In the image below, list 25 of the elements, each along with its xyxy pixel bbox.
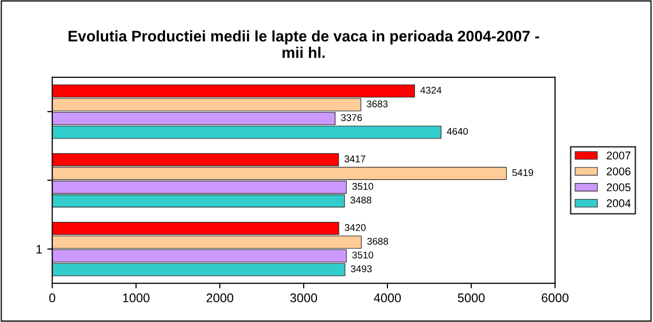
chart-title: Evolutia Productiei medii le lapte de vaca in perioada 2004-2007 - mii hl. xyxy=(68,30,540,58)
legend-label: 2006 xyxy=(606,167,630,176)
x-tick-label: 2000 xyxy=(206,293,234,302)
data-label: 3510 xyxy=(352,182,374,190)
data-label: 3417 xyxy=(344,155,366,162)
legend-label: 2007 xyxy=(606,152,630,160)
data-label: 3688 xyxy=(367,238,388,245)
data-label: 4324 xyxy=(420,86,442,94)
data-label: 4640 xyxy=(446,128,468,135)
x-tick-label: 0 xyxy=(49,293,56,302)
x-tick-label: 1000 xyxy=(123,293,150,302)
x-tick-label: 6000 xyxy=(542,293,568,302)
y-tick-label: 1 xyxy=(36,244,42,254)
data-label: 3510 xyxy=(352,252,374,258)
data-label: 5419 xyxy=(512,169,534,176)
x-tick-label: 5000 xyxy=(458,293,485,302)
data-label: 3683 xyxy=(366,100,388,108)
legend-label: 2005 xyxy=(606,183,630,192)
data-label: 3420 xyxy=(344,224,366,232)
x-tick-label: 3000 xyxy=(290,293,318,302)
legend-label: 2004 xyxy=(606,199,631,208)
data-label: 3493 xyxy=(350,265,372,272)
x-tick-label: 4000 xyxy=(374,293,401,302)
data-label: 3488 xyxy=(350,196,372,204)
data-label: 3376 xyxy=(341,114,362,122)
